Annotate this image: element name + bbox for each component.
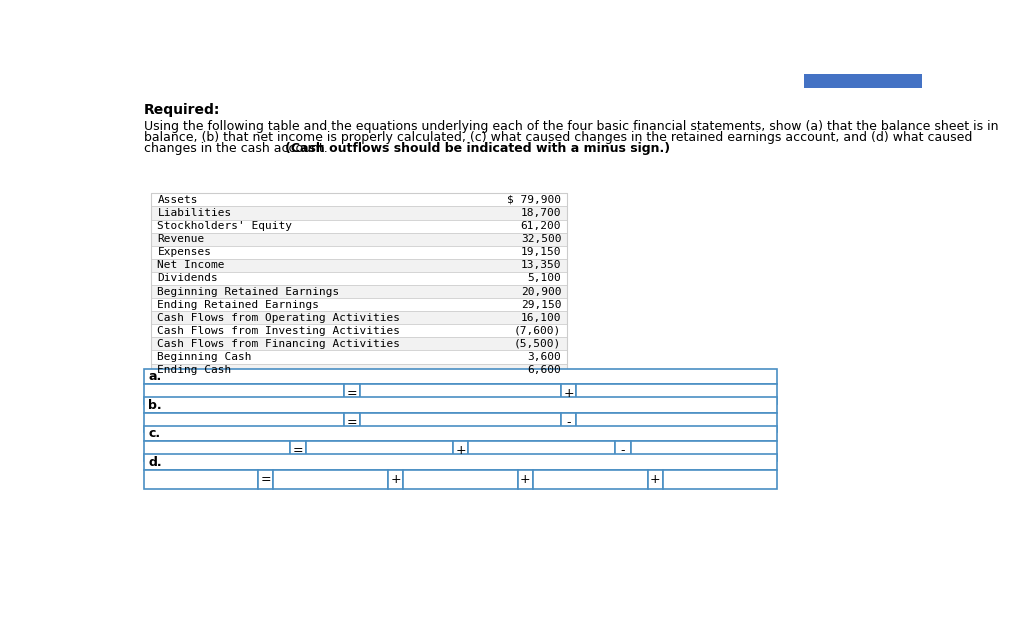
Bar — [152, 325, 567, 337]
Text: 3,600: 3,600 — [527, 352, 561, 362]
Text: 29,150: 29,150 — [521, 300, 561, 310]
Text: 13,350: 13,350 — [521, 260, 561, 270]
Bar — [152, 298, 567, 311]
Text: Net Income: Net Income — [158, 260, 225, 270]
Text: changes in the cash account.: changes in the cash account. — [143, 142, 331, 155]
Bar — [143, 384, 344, 404]
Bar — [143, 369, 777, 384]
Text: Revenue: Revenue — [158, 234, 205, 244]
Bar — [143, 426, 777, 441]
Bar — [152, 337, 567, 350]
Bar — [453, 441, 468, 460]
Bar — [143, 441, 291, 460]
Bar — [152, 285, 567, 298]
Bar — [258, 470, 273, 489]
Text: +: + — [520, 473, 530, 486]
Bar — [615, 441, 631, 460]
Bar — [291, 441, 306, 460]
Bar — [468, 441, 615, 460]
Text: (7,600): (7,600) — [514, 326, 561, 336]
Bar — [561, 413, 577, 432]
Bar — [152, 233, 567, 246]
Bar — [306, 441, 453, 460]
Text: Dividends: Dividends — [158, 273, 218, 283]
Bar — [403, 470, 518, 489]
Bar — [647, 470, 664, 489]
Text: Stockholders' Equity: Stockholders' Equity — [158, 221, 293, 231]
Text: +: + — [455, 444, 466, 457]
Text: Ending Retained Earnings: Ending Retained Earnings — [158, 300, 319, 310]
Bar — [152, 311, 567, 325]
Text: 20,900: 20,900 — [521, 286, 561, 297]
Bar — [143, 413, 344, 432]
Text: Using the following table and the equations underlying each of the four basic fi: Using the following table and the equati… — [143, 120, 998, 133]
Bar — [360, 413, 561, 432]
Bar — [631, 441, 777, 460]
Bar — [344, 413, 360, 432]
Bar — [152, 220, 567, 233]
Text: 5,100: 5,100 — [527, 273, 561, 283]
Bar — [152, 193, 567, 376]
Text: 18,700: 18,700 — [521, 208, 561, 218]
Text: Ending Cash: Ending Cash — [158, 365, 231, 375]
Bar — [152, 246, 567, 259]
Text: =: = — [260, 473, 271, 486]
Text: balance, (b) that net income is properly calculated, (c) what caused changes in : balance, (b) that net income is properly… — [143, 131, 972, 144]
Text: d.: d. — [148, 455, 162, 469]
Text: Beginning Cash: Beginning Cash — [158, 352, 252, 362]
Text: $ 79,900: $ 79,900 — [507, 195, 561, 205]
Bar — [804, 74, 922, 88]
Bar — [664, 470, 777, 489]
Text: Cash Flows from Operating Activities: Cash Flows from Operating Activities — [158, 313, 400, 323]
Text: Cash Flows from Investing Activities: Cash Flows from Investing Activities — [158, 326, 400, 336]
Bar — [344, 384, 360, 404]
Text: (5,500): (5,500) — [514, 339, 561, 349]
Text: 61,200: 61,200 — [521, 221, 561, 231]
Text: a.: a. — [148, 370, 162, 383]
Text: 19,150: 19,150 — [521, 247, 561, 257]
Text: c.: c. — [148, 427, 161, 440]
Text: =: = — [293, 444, 303, 457]
Text: Beginning Retained Earnings: Beginning Retained Earnings — [158, 286, 340, 297]
Text: +: + — [650, 473, 660, 486]
Bar — [143, 454, 777, 470]
Text: =: = — [347, 416, 357, 429]
Bar — [152, 363, 567, 376]
Bar — [152, 350, 567, 363]
Text: Required:: Required: — [143, 103, 220, 117]
Text: +: + — [390, 473, 400, 486]
Bar — [273, 470, 388, 489]
Text: -: - — [566, 416, 571, 429]
Bar — [388, 470, 403, 489]
Text: b.: b. — [148, 399, 162, 412]
Text: Cash Flows from Financing Activities: Cash Flows from Financing Activities — [158, 339, 400, 349]
Bar — [152, 272, 567, 285]
Bar — [143, 470, 258, 489]
Text: -: - — [621, 444, 625, 457]
Bar — [152, 259, 567, 272]
Text: (Cash outflows should be indicated with a minus sign.): (Cash outflows should be indicated with … — [285, 142, 670, 155]
Text: Expenses: Expenses — [158, 247, 211, 257]
Bar — [360, 384, 561, 404]
Bar — [561, 384, 577, 404]
Bar — [577, 413, 777, 432]
Bar — [152, 193, 567, 207]
Bar — [143, 397, 777, 413]
Text: 6,600: 6,600 — [527, 365, 561, 375]
Bar — [152, 207, 567, 220]
Text: +: + — [563, 387, 574, 400]
Text: 32,500: 32,500 — [521, 234, 561, 244]
Bar — [577, 384, 777, 404]
Text: 16,100: 16,100 — [521, 313, 561, 323]
Text: =: = — [347, 387, 357, 400]
Text: Liabilities: Liabilities — [158, 208, 231, 218]
Bar — [534, 470, 647, 489]
Bar — [518, 470, 534, 489]
Text: Assets: Assets — [158, 195, 198, 205]
